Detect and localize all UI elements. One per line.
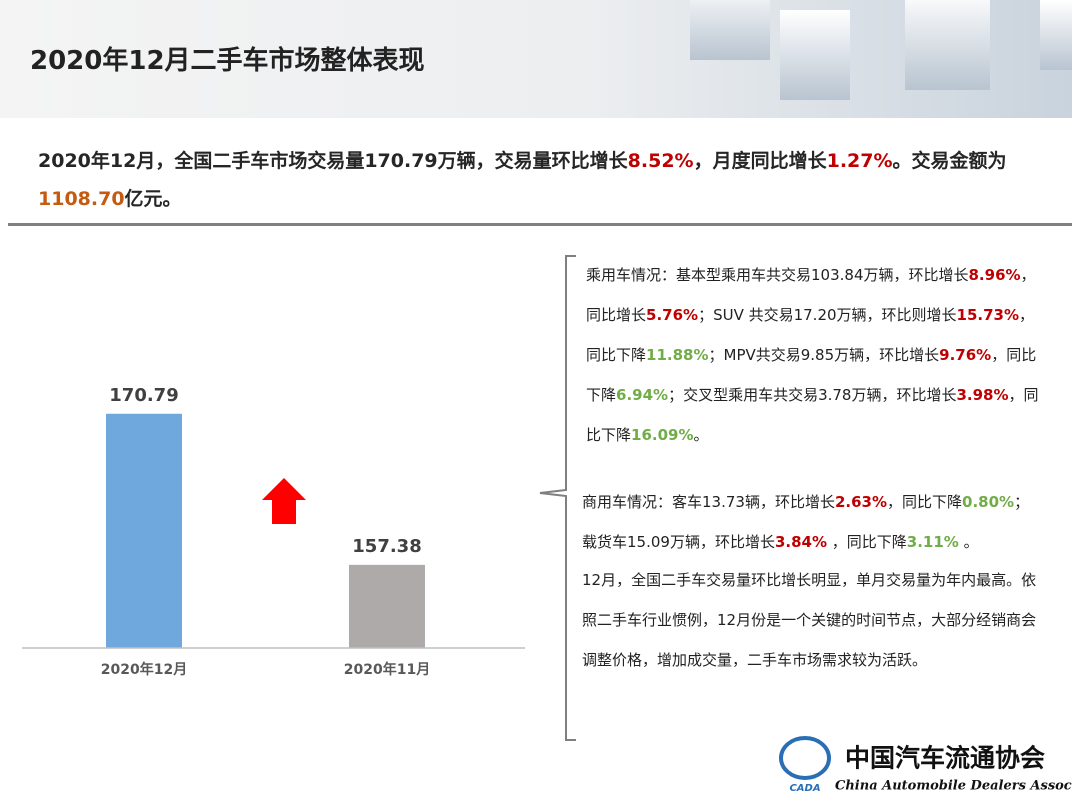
decor <box>780 10 850 100</box>
highlight: 5.76% <box>646 306 699 324</box>
highlight: 2.63% <box>834 493 887 511</box>
note: 乘用车情况：基本型乘用车共交易103.84万辆，环比增长8.96%，同比增长5.… <box>586 255 1048 455</box>
text-run: ，同比下降 <box>586 386 1039 444</box>
text-run: ，月度同比增长 <box>693 150 827 172</box>
text-run: ，同比增长 <box>586 266 1036 324</box>
title: 2020年12月二手车市场整体表现 <box>30 46 425 76</box>
text-run: ；SUV 共交易17.20万辆，环比则增长 <box>698 306 957 324</box>
text-run: 。 <box>958 533 979 551</box>
text-run: 亿元。 <box>124 188 182 210</box>
text-run: ；交叉型乘用车共交易3.78万辆，环比增长 <box>668 386 957 404</box>
value-label: 170.79 <box>109 385 178 406</box>
highlight: 6.94% <box>616 386 669 404</box>
highlight: 8.52% <box>627 150 694 172</box>
text-run: 12月，全国二手车交易量环比增长明显，单月交易量为年内最高。依照二手车行业惯例，… <box>582 571 1037 669</box>
x-tick-label: 2020年11月 <box>344 661 430 678</box>
note: 12月，全国二手车交易量环比增长明显，单月交易量为年内最高。依照二手车行业惯例，… <box>582 560 1044 680</box>
highlight: 1.27% <box>826 150 893 172</box>
highlight: 0.80% <box>962 493 1015 511</box>
logo-mark <box>779 736 831 780</box>
highlight: 3.11% <box>906 533 959 551</box>
text-run: ，同比下降 <box>586 306 1035 364</box>
separator <box>8 223 1072 226</box>
text-run: 。 <box>693 426 709 444</box>
text-run: 乘用车情况：基本型乘用车共交易103.84万辆，环比增长 <box>586 266 969 284</box>
up-arrow <box>262 478 306 524</box>
highlight: 9.76% <box>939 346 992 364</box>
header-band: 2020年12月二手车市场整体表现 <box>0 0 1072 118</box>
x-tick-label: 2020年12月 <box>101 661 187 678</box>
highlight: 3.84% <box>774 533 827 551</box>
text-run: ，同比下降 <box>887 493 963 511</box>
bar <box>349 564 425 648</box>
highlight: 16.09% <box>631 426 694 444</box>
highlight: 1108.70 <box>38 188 125 210</box>
text-run: 商用车情况：客车13.73辆，环比增长 <box>582 493 835 511</box>
highlight: 11.88% <box>646 346 709 364</box>
brace <box>539 255 576 741</box>
text-run: ；MPV共交易9.85万辆，环比增长 <box>708 346 940 364</box>
summary: 2020年12月，全国二手车市场交易量170.79万辆，交易量环比增长8.52%… <box>38 142 1028 218</box>
decor <box>1040 0 1072 70</box>
text-run: 2020年12月，全国二手车市场交易量170.79万辆，交易量环比增长 <box>38 150 628 172</box>
logo-name: 中国汽车流通协会 <box>845 744 1045 773</box>
highlight: 15.73% <box>956 306 1020 324</box>
text-run: ，同比下降 <box>827 533 907 551</box>
text-run: ，同比下降 <box>586 346 1037 404</box>
logo-english: China Automobile Dealers Association <box>835 779 1072 794</box>
decor <box>690 0 770 60</box>
highlight: 8.96% <box>968 266 1021 284</box>
text-run: 。交易金额为 <box>892 150 1007 172</box>
logo-abbr: CADA <box>789 783 820 794</box>
decor <box>905 0 990 90</box>
value-label: 157.38 <box>352 536 421 557</box>
text-run: ；载货车15.09万辆，环比增长 <box>582 493 1030 551</box>
bar <box>106 413 182 648</box>
highlight: 3.98% <box>956 386 1009 404</box>
note: 商用车情况：客车13.73辆，环比增长2.63%，同比下降0.80%；载货车15… <box>582 482 1044 562</box>
